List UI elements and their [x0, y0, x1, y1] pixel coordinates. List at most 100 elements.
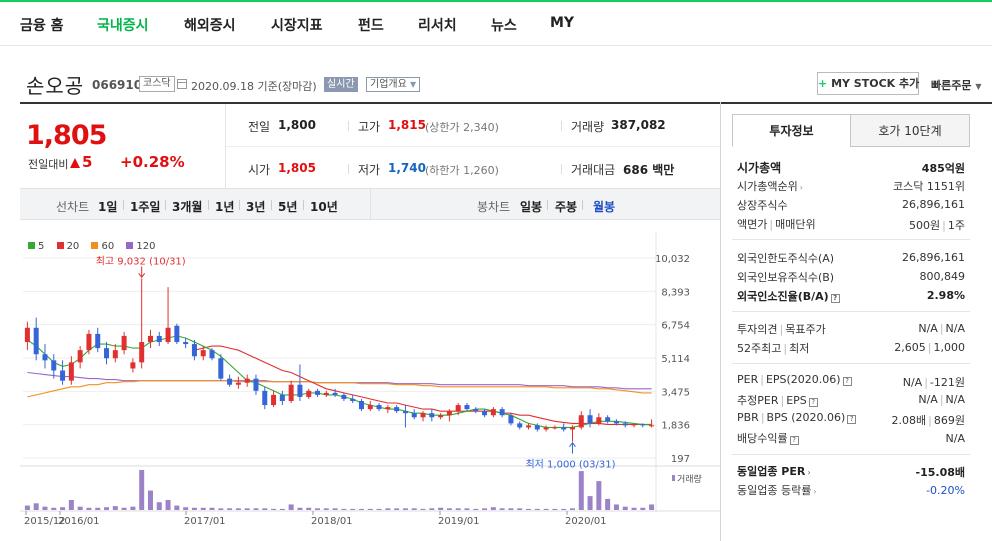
high-price: 1,815	[388, 118, 426, 132]
volume-bar	[130, 506, 136, 510]
sector-per: -15.08배	[915, 466, 965, 479]
y-tick-label: 5,114	[661, 354, 690, 365]
volume-bar	[218, 508, 224, 510]
tab-separator	[123, 200, 124, 210]
tab-separator	[271, 200, 272, 210]
tab-3month[interactable]: 3개월	[172, 200, 203, 214]
candle-body	[68, 362, 74, 381]
section-divider	[732, 363, 970, 364]
market-cap-rank-label[interactable]: 시가총액순위 ›	[737, 180, 803, 193]
ma20-line	[194, 345, 652, 425]
candle-body	[51, 360, 57, 371]
volume-bar	[183, 507, 189, 510]
nav-fund[interactable]: 펀드	[358, 18, 384, 34]
candle-body	[297, 384, 303, 397]
candle-body	[517, 423, 523, 428]
nav-news[interactable]: 뉴스	[491, 18, 517, 34]
sector-per-label[interactable]: 동일업종 PER ›	[737, 465, 811, 478]
candle-body	[95, 333, 101, 349]
candle-body	[60, 370, 66, 381]
help-icon[interactable]: ?	[842, 377, 852, 386]
volume-bar	[104, 507, 110, 510]
candle-body	[473, 409, 479, 412]
tab-daily-candle[interactable]: 일봉	[520, 200, 543, 214]
quick-order-button[interactable]: 빠른주문 ▼	[931, 79, 982, 92]
volume-bar	[473, 508, 479, 510]
volume-bar	[297, 507, 303, 510]
candle-body	[341, 394, 347, 399]
stock-name: 손오공	[26, 74, 85, 98]
volume-bar	[499, 508, 505, 510]
foreign-limit-label: 외국인한도주식수(A)	[737, 252, 835, 265]
candle-body	[262, 390, 268, 406]
realtime-badge[interactable]: 실시간	[324, 77, 358, 92]
help-icon[interactable]: ?	[830, 294, 840, 303]
help-icon[interactable]: ?	[808, 398, 818, 407]
candle-body	[271, 394, 277, 406]
candle-body	[613, 421, 619, 424]
nav-my[interactable]: MY	[550, 15, 575, 31]
candle-body	[578, 415, 584, 428]
candle-body	[139, 342, 145, 363]
tab-1week[interactable]: 1주일	[130, 200, 161, 214]
volume-bar	[24, 505, 30, 510]
y-tick-label: 8,393	[661, 287, 690, 298]
nav-domestic-stocks[interactable]: 국내증시	[97, 18, 149, 34]
candle-body	[200, 350, 206, 357]
top-accent-line	[0, 0, 992, 2]
volume: 387,082	[611, 118, 666, 132]
volume-bar	[578, 471, 584, 510]
candle-body	[596, 417, 602, 424]
volume-bar	[446, 508, 452, 510]
calendar-icon	[177, 79, 187, 89]
high-arrow-icon	[138, 266, 146, 279]
tab-1day[interactable]: 1일	[98, 200, 118, 214]
chevron-right-icon: ›	[813, 487, 817, 496]
volume-bar	[200, 507, 206, 510]
y-tick-label: 10,032	[655, 254, 690, 265]
candle-body	[112, 350, 118, 359]
section-divider	[732, 311, 970, 312]
nav-research[interactable]: 리서치	[418, 18, 457, 34]
tab-separator	[582, 200, 583, 210]
section-divider	[732, 239, 970, 240]
volume-bar	[315, 508, 321, 510]
candle-body	[121, 335, 127, 351]
nav-finance-home[interactable]: 금융 홈	[20, 18, 64, 34]
sector-rate-label[interactable]: 동일업종 등락률 ›	[737, 484, 817, 497]
week52-label: 52주최고 | 최저	[737, 342, 810, 355]
volume-bar	[561, 508, 567, 510]
help-icon[interactable]: ?	[789, 436, 799, 445]
tab-monthly-candle[interactable]: 월봉	[593, 200, 616, 214]
tab-5year[interactable]: 5년	[278, 200, 298, 214]
volume-bar	[543, 508, 549, 510]
tab-hoga-10[interactable]: 호가 10단계	[850, 114, 970, 147]
low-label: 저가	[358, 163, 381, 177]
help-icon[interactable]: ?	[847, 415, 857, 424]
company-overview-dropdown[interactable]: 기업개요 ▼	[366, 77, 421, 92]
sector-rate: -0.20%	[926, 484, 965, 497]
tab-3year[interactable]: 3년	[246, 200, 266, 214]
add-my-stock-button[interactable]: + MY STOCK 추가	[817, 72, 919, 95]
candle-body	[33, 327, 39, 355]
candle-body	[332, 392, 338, 395]
volume-bar	[86, 507, 92, 510]
candle-body	[156, 335, 162, 343]
candle-body	[367, 405, 373, 410]
per-eps-label: PER | EPS(2020.06)?	[737, 373, 852, 386]
volume-bar	[605, 498, 611, 510]
tab-10year[interactable]: 10년	[310, 200, 338, 214]
nav-overseas-stocks[interactable]: 해외증시	[184, 18, 236, 34]
candle-body	[253, 378, 259, 391]
tab-weekly-candle[interactable]: 주봉	[555, 200, 578, 214]
price-diff-label: 전일대비	[28, 158, 69, 171]
cell-divider	[348, 164, 349, 174]
side-tabs: 투자정보 호가 10단계	[732, 114, 970, 147]
volume-bar	[640, 507, 646, 510]
dividend-yield: N/A	[945, 432, 965, 445]
tab-1year[interactable]: 1년	[215, 200, 235, 214]
candle-body	[104, 348, 110, 359]
nav-market-index[interactable]: 시장지표	[271, 18, 323, 34]
tab-investment-info[interactable]: 투자정보	[732, 114, 851, 147]
y-tick-label: 1,836	[661, 421, 690, 432]
